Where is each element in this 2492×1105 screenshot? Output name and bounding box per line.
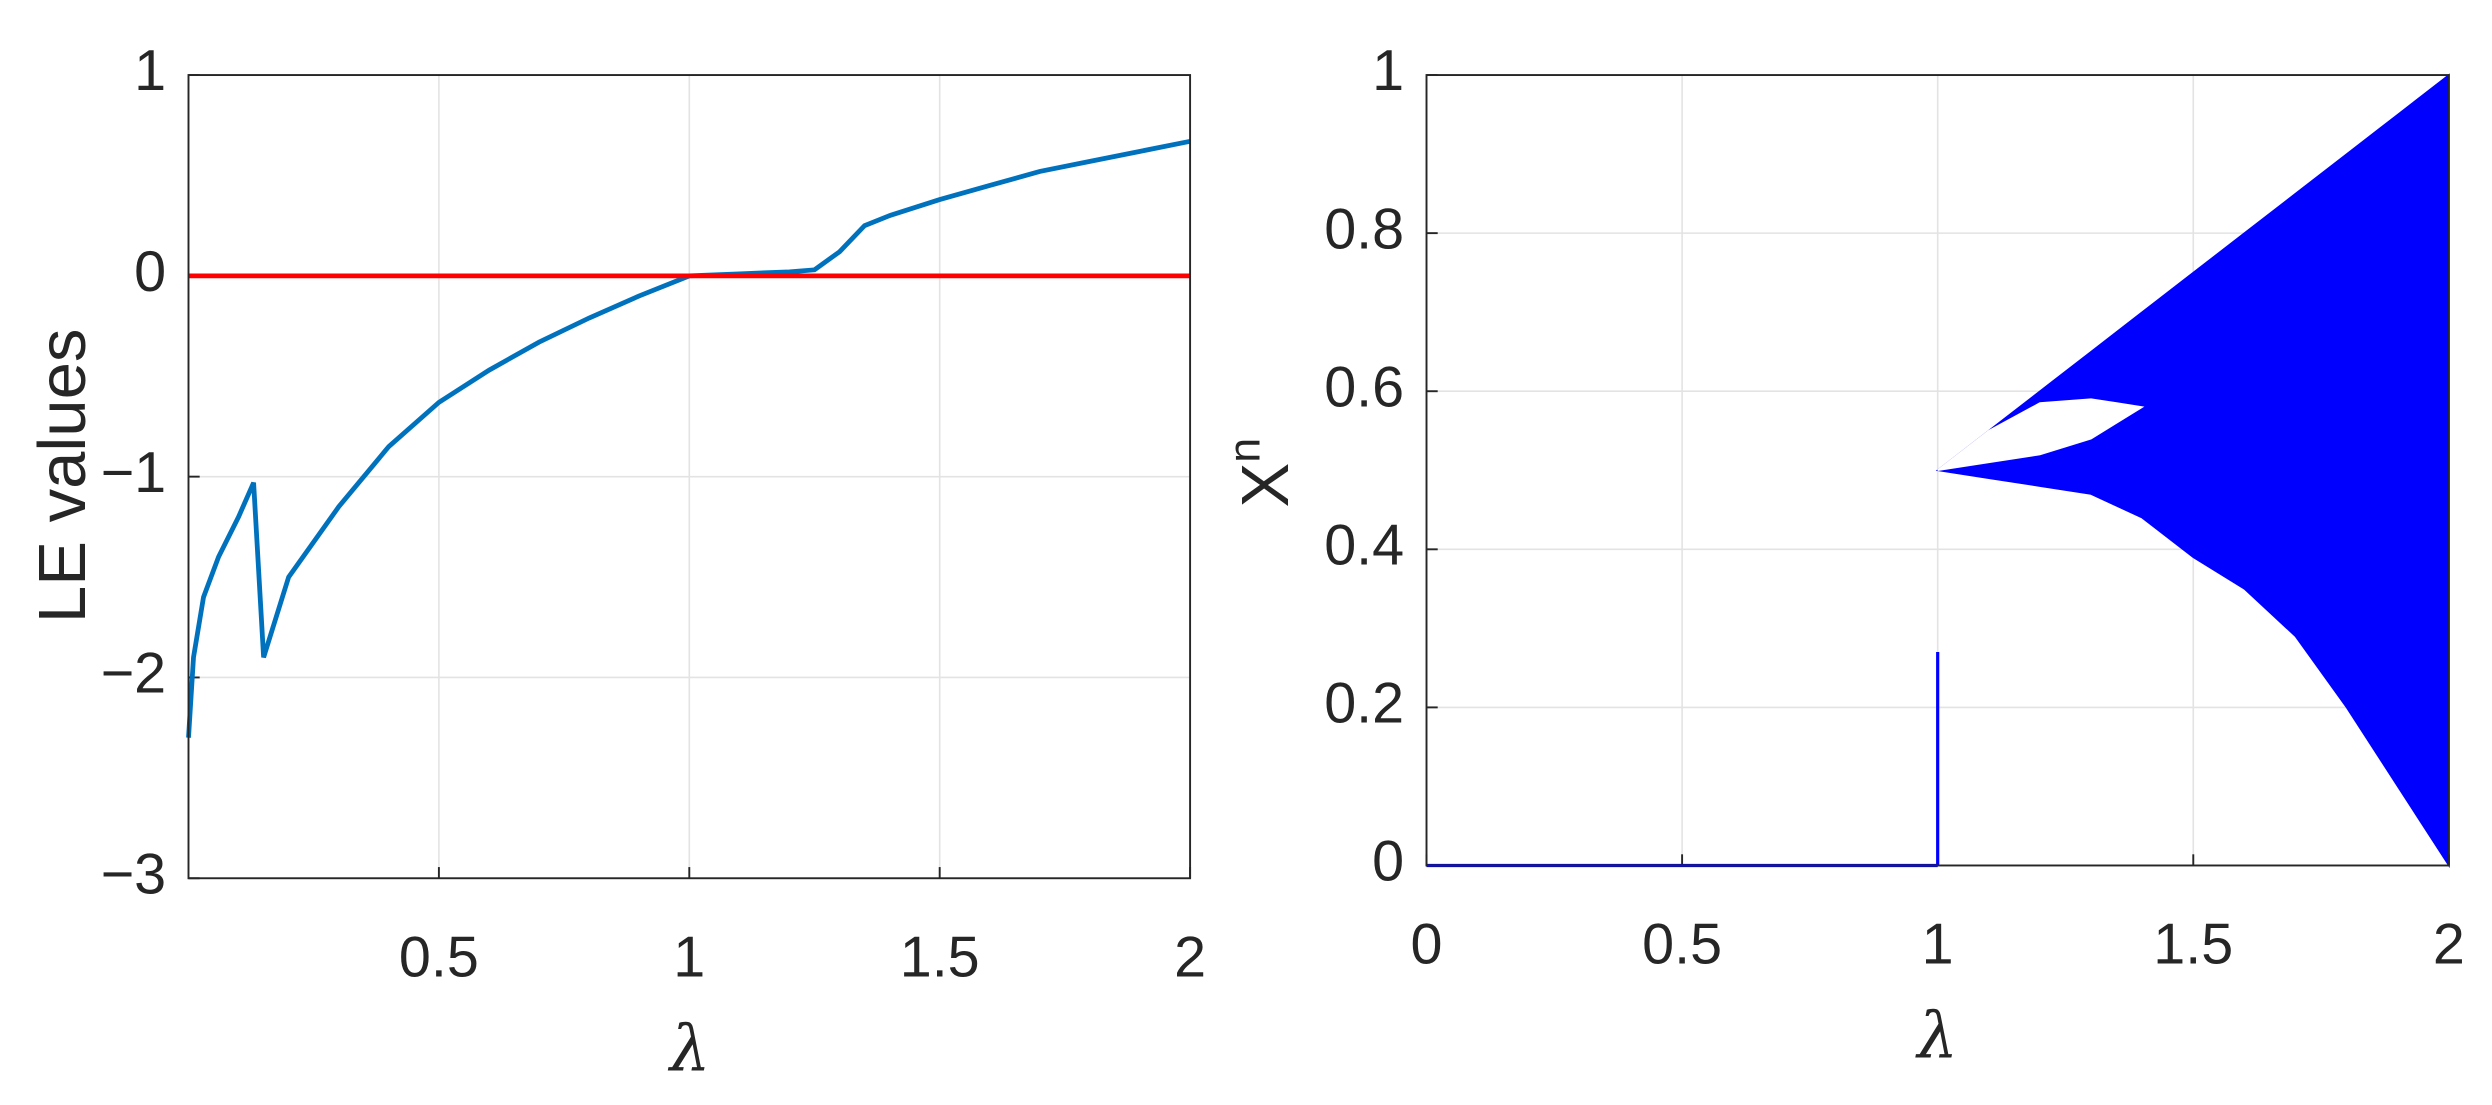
x-tick-label: 2: [1174, 925, 1206, 989]
y-tick-label: −1: [101, 441, 167, 505]
x-tick-label: 0.5: [399, 925, 479, 989]
y-tick-label: 0: [1372, 830, 1404, 894]
x-tick-label: 2: [2433, 913, 2465, 977]
x-tick-label: 1.5: [900, 925, 980, 989]
y-tick-label: 0.6: [1324, 355, 1404, 419]
x-tick-label: 1: [673, 925, 705, 989]
y-tick-label: 1: [1372, 39, 1404, 103]
y-axis-label-main: X: [1228, 463, 1303, 508]
y-axis-label-sub: n: [1220, 438, 1269, 463]
y-axis-label: Xn: [1220, 438, 1302, 508]
x-tick-label: 0.5: [1642, 913, 1722, 977]
data-line: [186, 138, 1191, 738]
y-tick-label: 1: [134, 39, 166, 103]
y-tick-label: 0.8: [1324, 197, 1404, 261]
axes-frame: [1425, 74, 2450, 867]
y-tick-label: 0.2: [1324, 672, 1404, 736]
x-tick-label: 1.5: [2153, 913, 2233, 977]
x-axis-label: λ: [1914, 1000, 1957, 1074]
y-tick-label: 0: [134, 240, 166, 304]
range-band: [1937, 398, 2145, 472]
y-tick-label: 0.4: [1324, 514, 1404, 578]
axes-frame: [187, 74, 1192, 880]
x-tick-label: 0: [1411, 913, 1443, 977]
y-tick-label: −2: [101, 642, 167, 706]
y-axis-label: LE values: [25, 329, 100, 623]
x-tick-label: 1: [1922, 913, 1954, 977]
x-axis-label: λ: [667, 1012, 710, 1086]
y-tick-label: −3: [101, 842, 167, 906]
